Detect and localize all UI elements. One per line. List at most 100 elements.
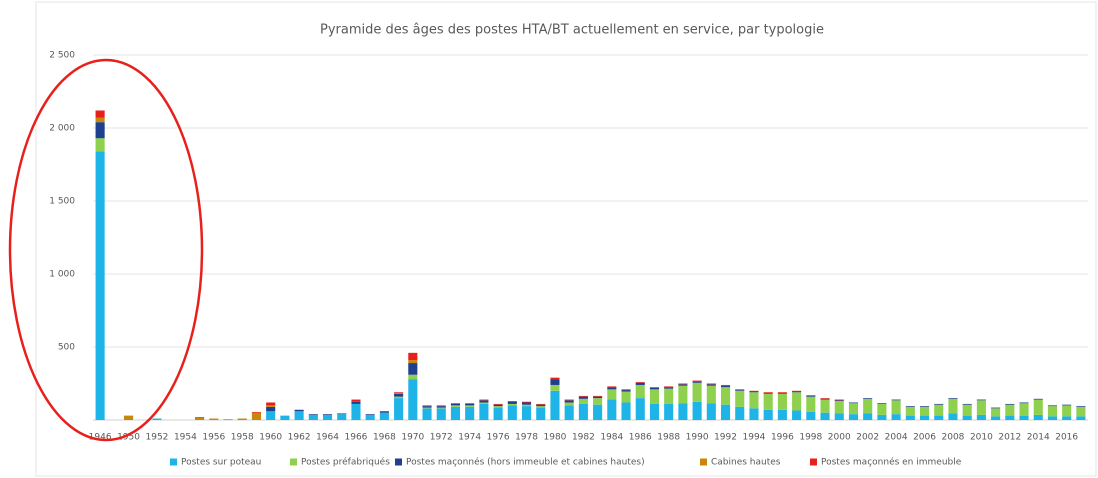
bar-segment (834, 400, 844, 402)
bar-segment (337, 413, 347, 415)
bar-segment (394, 398, 404, 420)
bar-segment (948, 398, 958, 414)
bar-segment (521, 406, 532, 420)
bar-segment (251, 411, 262, 413)
bar-segment (749, 391, 759, 393)
bar-segment (749, 392, 759, 409)
bar-segment (521, 402, 532, 405)
bar-segment (294, 409, 304, 412)
bar-segment (564, 405, 574, 420)
bar-segment (209, 418, 219, 420)
bar-segment (692, 382, 702, 402)
bar-segment (749, 390, 759, 392)
bar-segment (792, 390, 802, 392)
bar-segment (365, 414, 375, 415)
bar-segment (948, 413, 958, 420)
bar-segment (536, 403, 546, 405)
bar-segment (962, 404, 972, 416)
bar-segment (593, 404, 603, 420)
x-tick-label: 1972 (430, 433, 453, 443)
bar-segment (649, 387, 660, 388)
bar-segment (322, 414, 333, 415)
bar-segment (1076, 406, 1086, 407)
x-tick-label: 1988 (657, 433, 680, 443)
x-tick-label: 2016 (1055, 433, 1078, 443)
bar-segment (1047, 416, 1058, 420)
bar-segment (479, 400, 489, 403)
bar-segment (351, 403, 361, 420)
bar-segment (521, 404, 532, 407)
bar-segment (536, 404, 546, 407)
x-tick-label: 2004 (885, 433, 908, 443)
bar-segment (550, 390, 560, 420)
y-tick-label: 1 500 (49, 197, 75, 207)
bar-segment (763, 392, 773, 393)
bar-segment (976, 414, 986, 420)
bar-segment (436, 406, 446, 408)
bar-segment (422, 406, 432, 408)
bar-segment (479, 402, 489, 404)
bar-segment (465, 405, 475, 407)
bar-segment (195, 417, 205, 420)
bar-segment (1019, 403, 1029, 416)
y-tick-label: 1 000 (49, 270, 75, 280)
bar-segment (1076, 416, 1086, 420)
bar-segment (1033, 398, 1043, 400)
bar-segment (308, 414, 318, 420)
bar-segment (792, 391, 802, 393)
bar-segment (735, 390, 745, 407)
x-tick-label: 2000 (828, 433, 851, 443)
bar-segment (934, 403, 944, 405)
bar-segment (863, 398, 873, 399)
bar-segment (635, 384, 645, 399)
bar-segment (450, 406, 461, 420)
x-tick-label: 1982 (572, 433, 595, 443)
bar-segment (266, 405, 276, 407)
x-tick-label: 1962 (288, 433, 311, 443)
bar-segment (649, 387, 660, 390)
bar-segment (877, 403, 887, 404)
bar-segment (507, 401, 517, 402)
bar-segment (1033, 399, 1043, 415)
x-tick-label: 1998 (799, 433, 822, 443)
bar-segment (635, 398, 645, 420)
bar-segment (806, 396, 816, 412)
bar-segment (95, 117, 105, 123)
bar-segment (578, 403, 588, 420)
bar-segment (976, 400, 986, 415)
bar-segment (521, 401, 532, 403)
x-tick-label: 1966 (345, 433, 368, 443)
bar-segment (635, 382, 645, 385)
bar-segment (962, 403, 972, 405)
bar-segment (720, 404, 731, 420)
bar-segment (1019, 402, 1029, 404)
bar-segment (351, 399, 361, 402)
bar-segment (763, 392, 773, 394)
bar-segment (720, 387, 731, 405)
legend-label: Cabines hautes (711, 458, 781, 468)
bar-segment (962, 415, 972, 420)
bar-segment (848, 414, 859, 420)
x-tick-label: 1970 (401, 433, 424, 443)
bar-segment (95, 110, 105, 118)
x-tick-label: 1952 (146, 433, 169, 443)
legend-label: Postes sur poteau (181, 458, 261, 468)
bar-segment (706, 385, 716, 404)
x-tick-label: 1984 (600, 433, 623, 443)
bar-segment (450, 403, 461, 406)
x-tick-label: 1986 (629, 433, 652, 443)
bar-segment (493, 403, 503, 405)
bar-segment (450, 405, 461, 407)
bar-segment (493, 406, 503, 408)
bar-segment (621, 389, 631, 391)
x-tick-label: 1980 (544, 433, 567, 443)
bar-segment (806, 411, 816, 420)
legend-swatch (170, 458, 177, 466)
bar-segment (777, 392, 787, 393)
bar-segment (578, 396, 588, 399)
bar-segment (664, 388, 674, 404)
bar-segment (863, 413, 873, 420)
bar-segment (806, 395, 816, 397)
bar-segment (1047, 405, 1058, 407)
bar-segment (877, 403, 887, 415)
